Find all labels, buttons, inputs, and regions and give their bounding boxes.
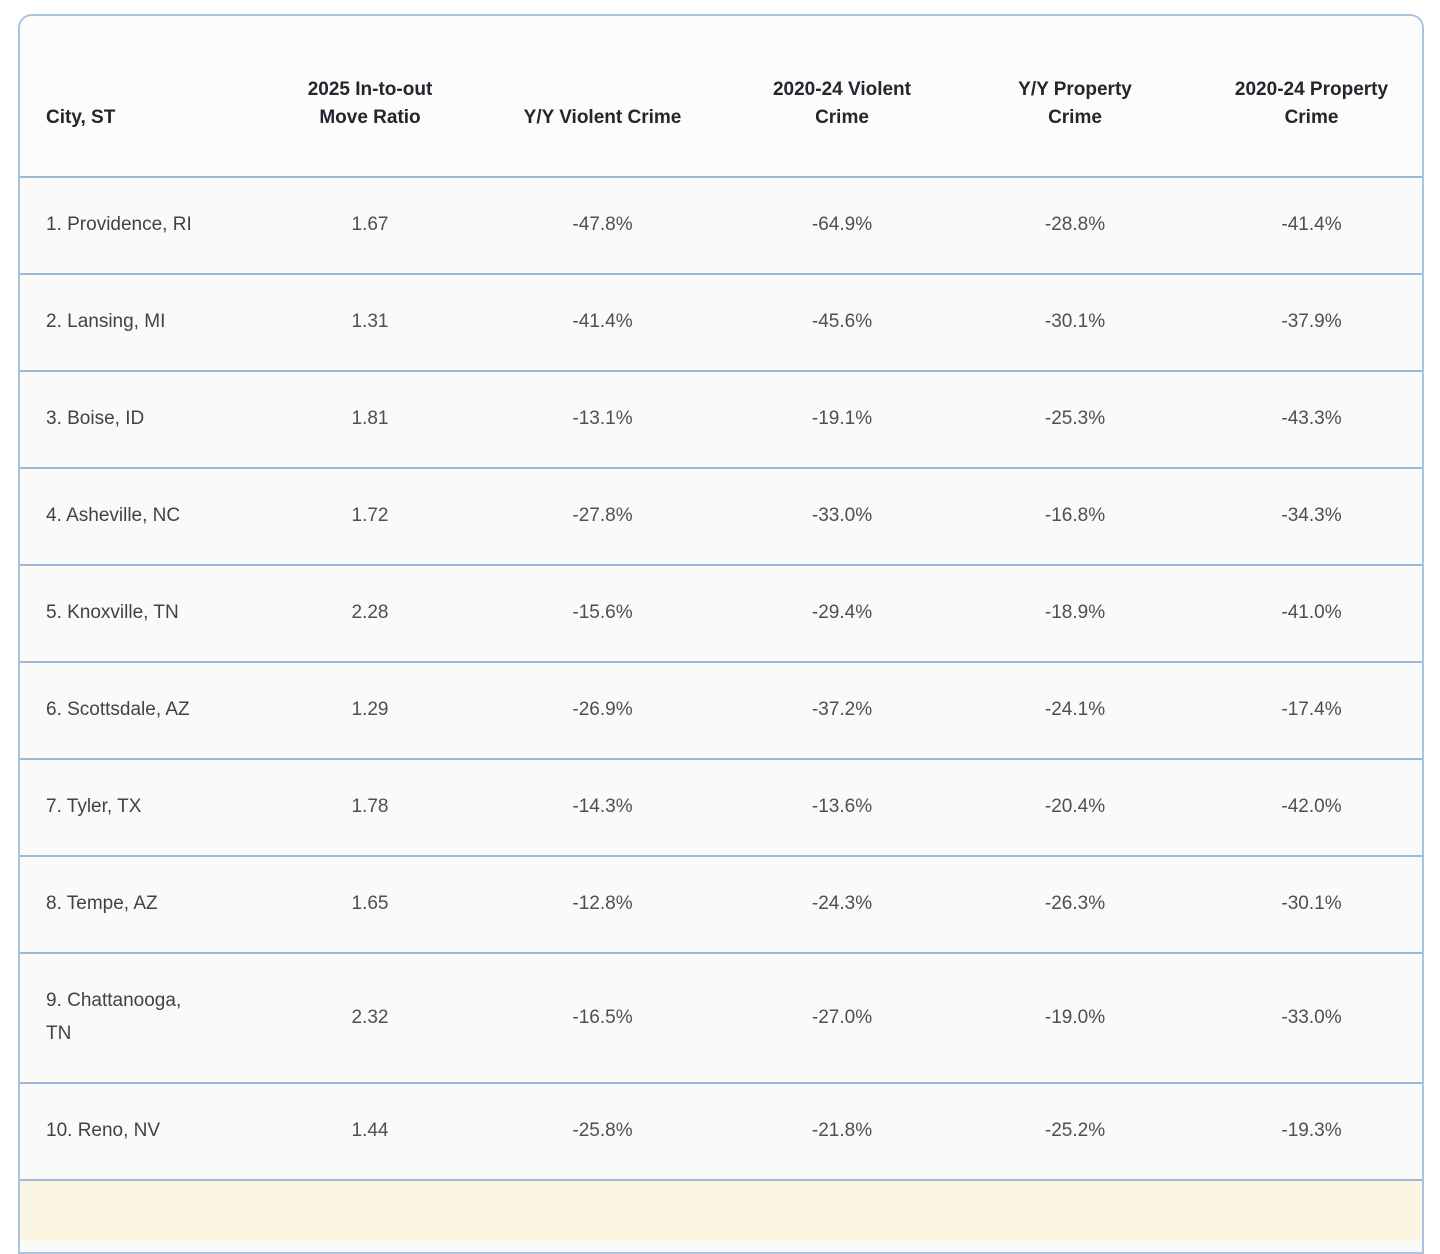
cell-2020-24-property: -34.3% — [1281, 505, 1342, 526]
cell-move-ratio: 1.81 — [351, 408, 389, 429]
cell-yy-property: -24.1% — [1044, 699, 1106, 720]
cell-yy-violent: -16.5% — [572, 1006, 633, 1028]
cell-2020-24-property: -33.0% — [1281, 1006, 1342, 1028]
table-row: 3. Boise, ID 1.81 -13.1% -19.1% -25.3% -… — [20, 371, 1422, 468]
cell-city: 6. Scottsdale, AZ — [46, 699, 190, 720]
cell-move-ratio — [270, 1180, 470, 1241]
table-row: 4. Asheville, NC 1.72 -27.8% -33.0% -16.… — [20, 468, 1422, 565]
cell-city: 4. Asheville, NC — [46, 505, 181, 526]
table-row: 9. Chattanooga, TN 2.32 -16.5% -27.0% -1… — [20, 953, 1422, 1083]
city-crime-table: City, ST 2025 In-to-out Move Ratio Y/Y V… — [20, 16, 1422, 1241]
table-row-partial-highlighted — [20, 1180, 1422, 1241]
cell-yy-violent: -25.8% — [572, 1120, 633, 1141]
header-row: City, ST 2025 In-to-out Move Ratio Y/Y V… — [20, 16, 1422, 177]
cell-yy-property: -18.9% — [1044, 602, 1106, 623]
cell-move-ratio: 2.32 — [351, 1006, 389, 1028]
cell-2020-24-property: -37.9% — [1281, 311, 1342, 332]
cell-city: 3. Boise, ID — [46, 408, 145, 429]
table-row: 6. Scottsdale, AZ 1.29 -26.9% -37.2% -24… — [20, 662, 1422, 759]
cell-yy-violent: -15.6% — [572, 602, 633, 623]
cell-2020-24-property: -41.0% — [1281, 602, 1342, 623]
city-crime-table-card: City, ST 2025 In-to-out Move Ratio Y/Y V… — [18, 14, 1424, 1254]
cell-yy-violent: -27.8% — [572, 505, 633, 526]
cell-2020-24-property: -30.1% — [1281, 893, 1342, 914]
cell-2020-24-violent: -13.6% — [811, 796, 873, 817]
table-row: 10. Reno, NV 1.44 -25.8% -21.8% -25.2% -… — [20, 1083, 1422, 1180]
cell-2020-24-property: -43.3% — [1281, 408, 1342, 429]
cell-yy-property: -30.1% — [1044, 311, 1106, 332]
table-row: 5. Knoxville, TN 2.28 -15.6% -29.4% -18.… — [20, 565, 1422, 662]
cell-2020-24-property: -42.0% — [1281, 796, 1342, 817]
cell-2020-24-violent: -29.4% — [811, 602, 873, 623]
table-row: 7. Tyler, TX 1.78 -14.3% -13.6% -20.4% -… — [20, 759, 1422, 856]
cell-yy-violent: -14.3% — [572, 796, 633, 817]
column-header-2020-24-property: 2020-24 Property Crime — [1201, 16, 1422, 177]
cell-move-ratio: 1.78 — [351, 796, 389, 817]
cell-city: 10. Reno, NV — [46, 1120, 161, 1141]
cell-yy-property — [949, 1180, 1201, 1241]
cell-city: 1. Providence, RI — [46, 214, 192, 235]
cell-move-ratio: 1.67 — [351, 214, 389, 235]
table-row: 1. Providence, RI 1.67 -47.8% -64.9% -28… — [20, 177, 1422, 274]
cell-2020-24-property: -41.4% — [1281, 214, 1342, 235]
cell-2020-24-property — [1201, 1180, 1422, 1241]
cell-2020-24-property: -17.4% — [1281, 699, 1342, 720]
cell-2020-24-violent: -64.9% — [811, 214, 873, 235]
cell-2020-24-violent: -24.3% — [811, 893, 873, 914]
cell-yy-property: -16.8% — [1044, 505, 1106, 526]
cell-yy-violent — [470, 1180, 735, 1241]
column-header-city: City, ST — [20, 16, 270, 177]
cell-city: 2. Lansing, MI — [46, 311, 166, 332]
cell-2020-24-violent — [735, 1180, 949, 1241]
cell-city: 5. Knoxville, TN — [46, 602, 179, 623]
cell-yy-property: -26.3% — [1044, 893, 1106, 914]
cell-move-ratio: 1.44 — [351, 1120, 389, 1141]
cell-yy-violent: -41.4% — [572, 311, 633, 332]
cell-yy-property: -25.2% — [1044, 1120, 1106, 1141]
column-header-yy-property: Y/Y Property Crime — [949, 16, 1201, 177]
cell-2020-24-violent: -37.2% — [811, 699, 873, 720]
cell-2020-24-violent: -21.8% — [811, 1120, 873, 1141]
cell-yy-property: -19.0% — [1044, 1006, 1106, 1028]
cell-move-ratio: 2.28 — [351, 602, 389, 623]
cell-yy-property: -25.3% — [1044, 408, 1106, 429]
cell-2020-24-violent: -19.1% — [811, 408, 873, 429]
cell-yy-violent: -13.1% — [572, 408, 633, 429]
cell-2020-24-violent: -45.6% — [811, 311, 873, 332]
cell-move-ratio: 1.72 — [351, 505, 389, 526]
cell-yy-property: -28.8% — [1044, 214, 1106, 235]
cell-move-ratio: 1.31 — [351, 311, 389, 332]
cell-yy-violent: -47.8% — [572, 214, 633, 235]
cell-city: 9. Chattanooga, TN — [46, 990, 182, 1044]
cell-2020-24-property: -19.3% — [1281, 1120, 1342, 1141]
table-row: 8. Tempe, AZ 1.65 -12.8% -24.3% -26.3% -… — [20, 856, 1422, 953]
column-header-move-ratio: 2025 In-to-out Move Ratio — [270, 16, 470, 177]
cell-yy-violent: -26.9% — [572, 699, 633, 720]
cell-move-ratio: 1.29 — [351, 699, 389, 720]
cell-2020-24-violent: -27.0% — [811, 1006, 873, 1028]
cell-move-ratio: 1.65 — [351, 893, 389, 914]
cell-city: 7. Tyler, TX — [46, 796, 142, 817]
cell-yy-violent: -12.8% — [572, 893, 633, 914]
cell-city — [20, 1180, 270, 1241]
column-header-yy-violent: Y/Y Violent Crime — [470, 16, 735, 177]
table-row: 2. Lansing, MI 1.31 -41.4% -45.6% -30.1%… — [20, 274, 1422, 371]
cell-2020-24-violent: -33.0% — [811, 505, 873, 526]
cell-city: 8. Tempe, AZ — [46, 893, 158, 914]
cell-yy-property: -20.4% — [1044, 796, 1106, 817]
column-header-2020-24-violent: 2020-24 Violent Crime — [735, 16, 949, 177]
